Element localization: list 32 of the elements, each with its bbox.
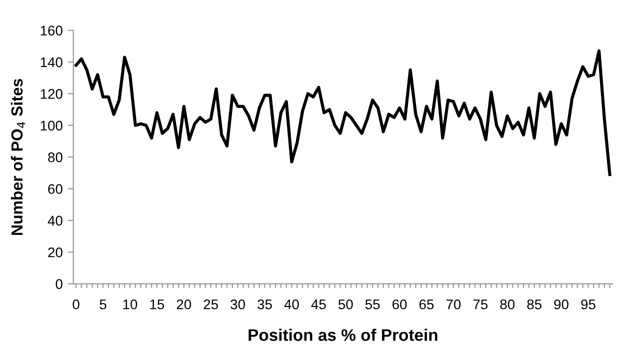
x-tick-label: 25 — [204, 299, 218, 310]
x-axis-title: Position as % of Protein — [248, 328, 438, 341]
y-tick-label: 60 — [48, 184, 62, 194]
x-tick-label: 45 — [311, 300, 326, 310]
x-tick-label: 55 — [365, 300, 380, 310]
x-tick-label: 10 — [123, 299, 138, 310]
y-axis-title: Number of PO$_{4}$ Sites — [10, 78, 26, 235]
y-tick-label: 140 — [40, 57, 62, 68]
x-tick-label: 20 — [176, 299, 192, 310]
x-tick-label: 60 — [392, 299, 407, 310]
x-tick-label: 95 — [581, 299, 596, 310]
x-tick-label: 15 — [150, 300, 164, 310]
y-tick-label: 100 — [40, 120, 62, 131]
x-tick-label: 35 — [258, 299, 272, 310]
x-tick-label: 40 — [284, 299, 299, 310]
line-series — [74, 49, 612, 176]
x-tick-label: 85 — [527, 299, 542, 310]
x-tick-label: 65 — [419, 299, 434, 310]
x-tick-label: 80 — [500, 299, 515, 310]
x-tick-label: 90 — [554, 299, 568, 310]
y-tick-label: 0 — [56, 279, 62, 289]
x-tick-label: 5 — [100, 300, 106, 310]
y-tick-label: 20 — [48, 247, 62, 258]
y-tick-label: 80 — [48, 152, 62, 162]
y-tick-label: 120 — [40, 89, 62, 99]
y-tick-label: 40 — [48, 216, 62, 226]
x-tick-label: 0 — [72, 299, 80, 310]
x-tick-label: 75 — [473, 300, 488, 310]
x-tick-label: 70 — [446, 299, 461, 310]
x-tick-label: 50 — [338, 299, 353, 310]
x-tick-label: 30 — [230, 299, 245, 310]
y-tick-label: 160 — [40, 26, 62, 36]
